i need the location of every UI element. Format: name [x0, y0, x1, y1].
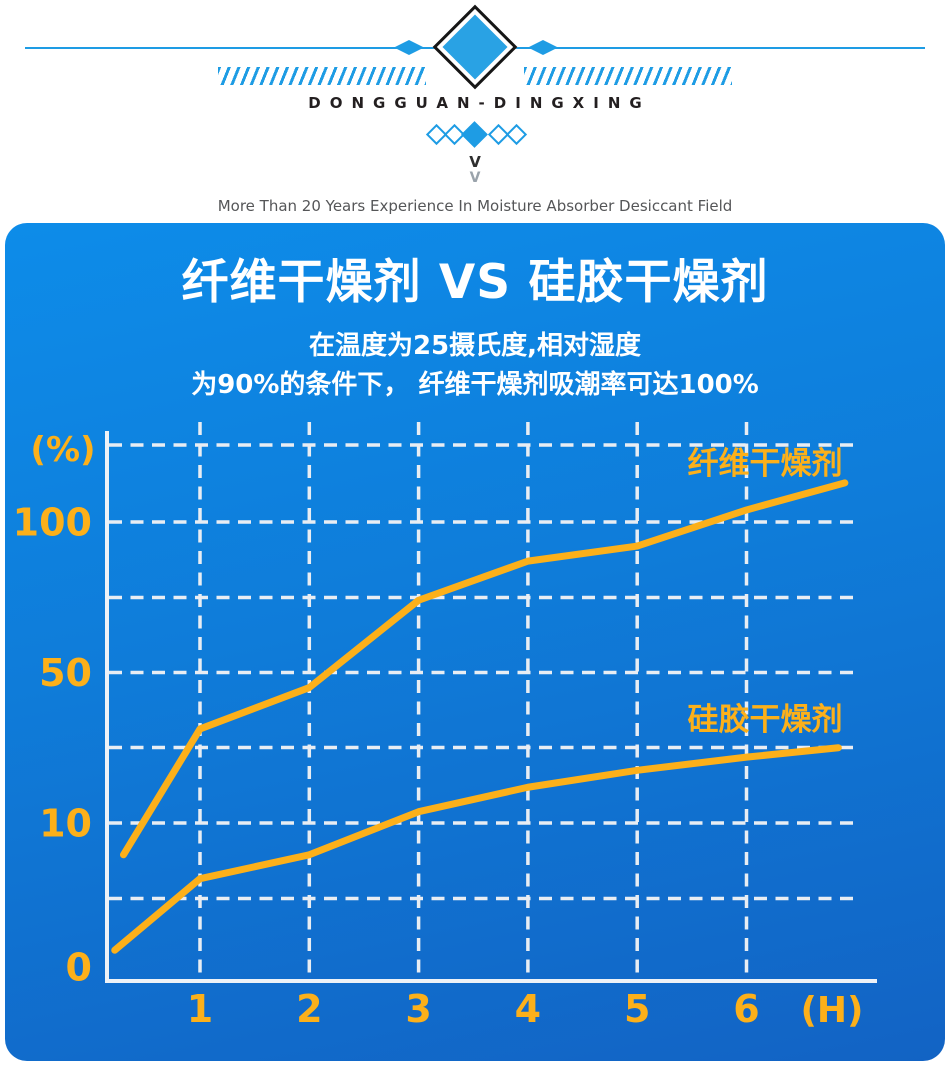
chart-title: 纤维干燥剂 VS 硅胶干燥剂: [181, 255, 769, 310]
chart-subtitle-line2: 为90%的条件下， 纤维干燥剂吸潮率可达100%: [191, 370, 759, 400]
chart-subtitle: 在温度为25摄氏度,相对湿度 为90%的条件下， 纤维干燥剂吸潮率可达100%: [0, 327, 950, 405]
x-tick-label: 3: [405, 987, 431, 1031]
x-axis-unit-label: (H): [800, 990, 863, 1031]
series-line-fiber: [119, 479, 849, 859]
legend-fiber: 纤维干燥剂: [688, 446, 843, 482]
chart-subtitle-line1: 在温度为25摄氏度,相对湿度: [308, 331, 642, 361]
x-tick-label: 4: [515, 987, 541, 1031]
hatch-stripes-right: [524, 67, 732, 85]
side-diamond-icon-right: [528, 40, 558, 55]
series-line-silica: [111, 744, 842, 954]
chevron-v-icon-secondary: V: [469, 170, 481, 186]
x-tick-label: 2: [296, 987, 322, 1031]
y-tick-label: 0: [66, 945, 92, 989]
x-tick-label: 1: [187, 987, 213, 1031]
content-panel: [5, 223, 945, 1061]
y-tick-label: 10: [39, 801, 92, 845]
x-tick-label: 5: [624, 987, 650, 1031]
legend-silica: 硅胶干燥剂: [688, 702, 843, 738]
header-tagline: More Than 20 Years Experience In Moistur…: [217, 197, 733, 215]
hatch-stripes-left: [218, 67, 426, 85]
brand-name: DONGGUAN-DINGXING: [308, 94, 651, 112]
side-diamond-icon-left: [394, 40, 424, 55]
chevron-v-icon-primary: V: [469, 153, 481, 171]
y-axis-unit-label: (%): [30, 430, 95, 470]
y-tick-label: 50: [39, 651, 92, 695]
axis-lines: [105, 431, 877, 983]
x-tick-label: 6: [733, 987, 759, 1031]
y-tick-label: 100: [13, 500, 92, 544]
